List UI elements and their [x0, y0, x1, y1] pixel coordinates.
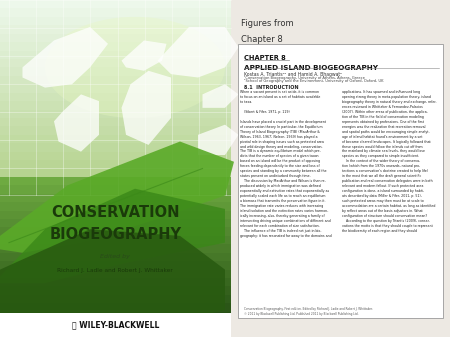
Bar: [0, 168, 231, 177]
Bar: [0, 176, 231, 185]
Polygon shape: [54, 94, 99, 152]
Polygon shape: [122, 40, 166, 71]
Text: APPLIED ISLAND BIOGEOGRAPHY: APPLIED ISLAND BIOGEOGRAPHY: [244, 65, 378, 71]
Text: When a vacant present is set aside, it is common
to focus on an island as a set : When a vacant present is set aside, it i…: [240, 90, 332, 238]
Bar: [0, 252, 231, 261]
Text: Chapter 8: Chapter 8: [241, 35, 283, 44]
Bar: [0, 8, 231, 17]
Bar: [0, 193, 231, 202]
Bar: [0, 277, 231, 286]
Bar: [231, 0, 450, 337]
Polygon shape: [22, 27, 108, 88]
Bar: [0, 50, 231, 59]
Polygon shape: [122, 71, 171, 145]
Text: CHAPTER 8: CHAPTER 8: [244, 55, 286, 61]
Polygon shape: [198, 125, 238, 155]
Bar: [0, 100, 231, 110]
Bar: [0, 311, 231, 320]
Bar: [0, 33, 231, 42]
Bar: [0, 261, 231, 270]
Text: Ⓜ WILEY-BLACKWELL: Ⓜ WILEY-BLACKWELL: [72, 320, 159, 329]
Bar: [0, 328, 231, 337]
Text: Richard J. Ladle and Robert J. Whittaker: Richard J. Ladle and Robert J. Whittaker: [57, 269, 173, 273]
Bar: [0, 269, 231, 278]
Bar: [0, 58, 231, 67]
Bar: [0, 67, 231, 76]
Text: Kostas A. Triantis¹² and Hamid A. Bhagwat²: Kostas A. Triantis¹² and Hamid A. Bhagwa…: [244, 72, 342, 77]
Bar: [0, 151, 231, 160]
Text: Edited by: Edited by: [100, 254, 130, 258]
Bar: [0, 286, 231, 295]
Bar: [0, 159, 231, 168]
Bar: [0, 92, 231, 101]
Polygon shape: [202, 84, 238, 108]
Bar: [0, 117, 231, 126]
Text: ²School of Geography and the Environment, University of Oxford, Oxford, UK: ²School of Geography and the Environment…: [244, 79, 383, 83]
Bar: [0, 303, 231, 312]
Bar: [0, 218, 231, 227]
Bar: [0, 109, 231, 118]
Bar: [0, 319, 231, 329]
Bar: [0, 134, 231, 143]
Text: CONSERVATION: CONSERVATION: [51, 205, 180, 220]
Text: BIOGEOGRAPHY: BIOGEOGRAPHY: [49, 227, 181, 242]
Bar: [0, 227, 231, 236]
Bar: [0, 313, 231, 337]
Bar: [0, 202, 231, 211]
Bar: [0, 84, 231, 93]
Text: 8.1  INTRODUCTION: 8.1 INTRODUCTION: [244, 85, 298, 90]
FancyBboxPatch shape: [238, 44, 443, 318]
Polygon shape: [0, 229, 225, 337]
Bar: [0, 294, 231, 303]
Bar: [0, 235, 231, 244]
Bar: [0, 25, 231, 34]
Bar: [0, 185, 231, 194]
Bar: [0, 244, 231, 253]
Polygon shape: [158, 27, 239, 78]
Text: ¹Conservation Biogeography, University of Athens, Athens, Greece: ¹Conservation Biogeography, University o…: [244, 76, 365, 80]
Bar: [0, 0, 231, 8]
Polygon shape: [0, 142, 234, 253]
Text: Conservation Biogeography. First edition. Edited by Richard J. Ladie and Robert : Conservation Biogeography. First edition…: [244, 307, 373, 316]
Bar: [0, 210, 231, 219]
Text: applications. It has spawned and influenced long
opening strong theory in meta-p: applications. It has spawned and influen…: [342, 90, 436, 233]
Bar: [0, 16, 231, 25]
Bar: [0, 143, 231, 152]
Bar: [0, 126, 231, 135]
Text: Figures from: Figures from: [241, 19, 293, 28]
Bar: [0, 41, 231, 51]
Polygon shape: [0, 189, 225, 283]
Ellipse shape: [45, 17, 225, 118]
Bar: [0, 75, 231, 84]
